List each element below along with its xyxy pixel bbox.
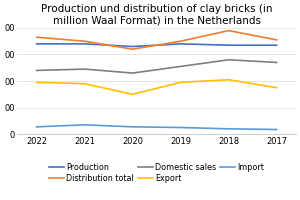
Title: Production und distribution of clay bricks (in
million Waal Format) in the Nethe: Production und distribution of clay bric… xyxy=(41,4,272,26)
Legend: Production, Distribution total, Domestic sales, Export, Import: Production, Distribution total, Domestic… xyxy=(46,159,267,186)
